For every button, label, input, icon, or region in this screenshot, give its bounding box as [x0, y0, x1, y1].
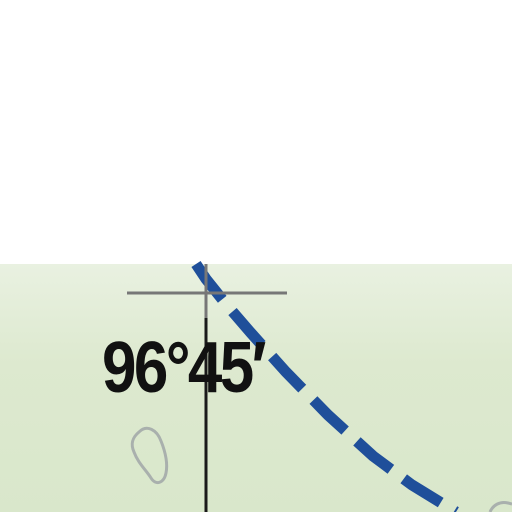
dashed-route-line [191, 260, 459, 512]
land-area [0, 264, 512, 512]
lake-edge-outline [488, 501, 512, 512]
longitude-label: 96°45′ [102, 328, 266, 408]
blank-map-area [0, 0, 512, 264]
small-lake-outline [130, 426, 169, 485]
